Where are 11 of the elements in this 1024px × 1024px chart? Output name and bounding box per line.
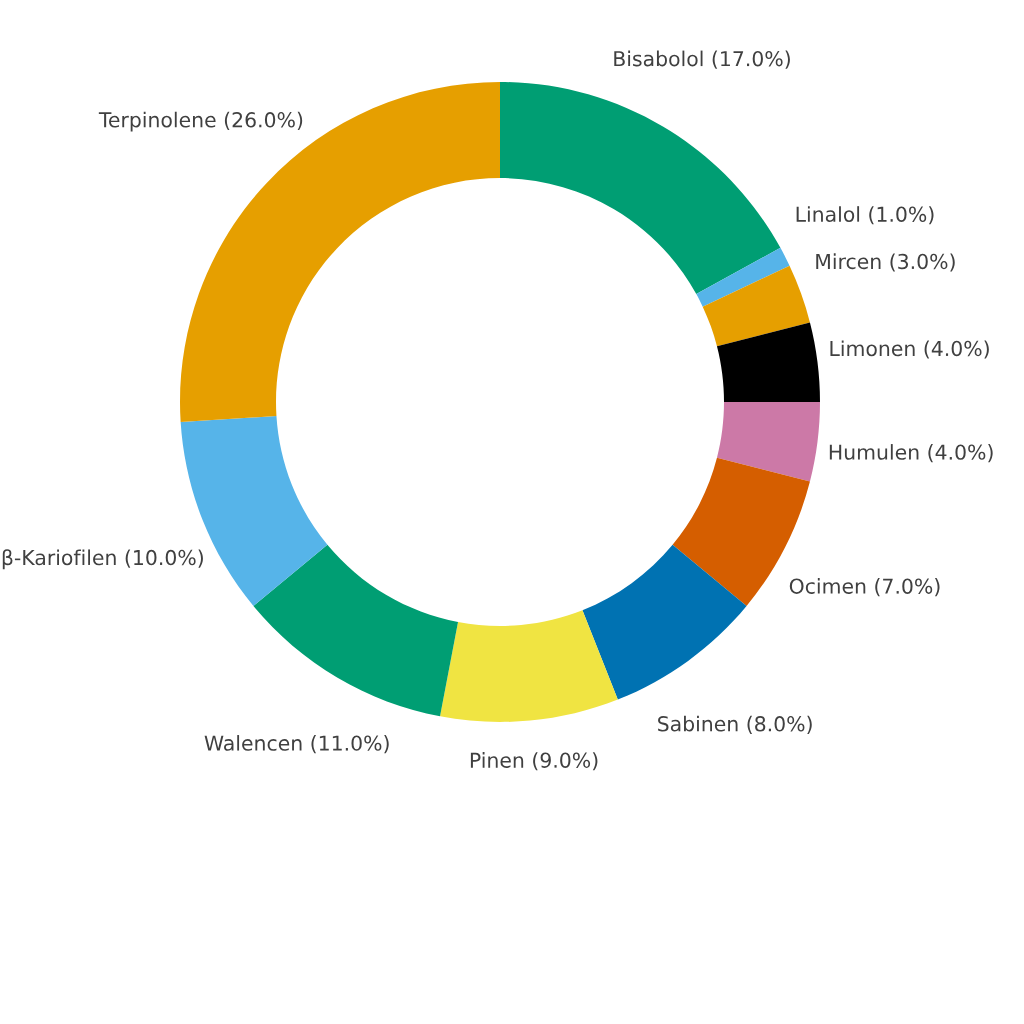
slice-label: Walencen (11.0%) [204, 735, 389, 754]
slice-label: Mircen (3.0%) [816, 253, 955, 272]
slice-label: Sabinen (8.0%) [658, 715, 812, 734]
slice-label: Pinen (9.0%) [470, 752, 598, 771]
slice-label: Bisabolol (17.0%) [614, 50, 790, 69]
slice-label: Humulen (4.0%) [829, 444, 993, 463]
slice-label: β-Kariofilen (10.0%) [2, 549, 203, 570]
slice-label: Ocimen (7.0%) [789, 578, 940, 597]
slice-label: Linalol (1.0%) [796, 206, 934, 225]
slice-label: Limonen (4.0%) [830, 340, 989, 359]
slice-label: Terpinolene (26.0%) [98, 111, 303, 132]
